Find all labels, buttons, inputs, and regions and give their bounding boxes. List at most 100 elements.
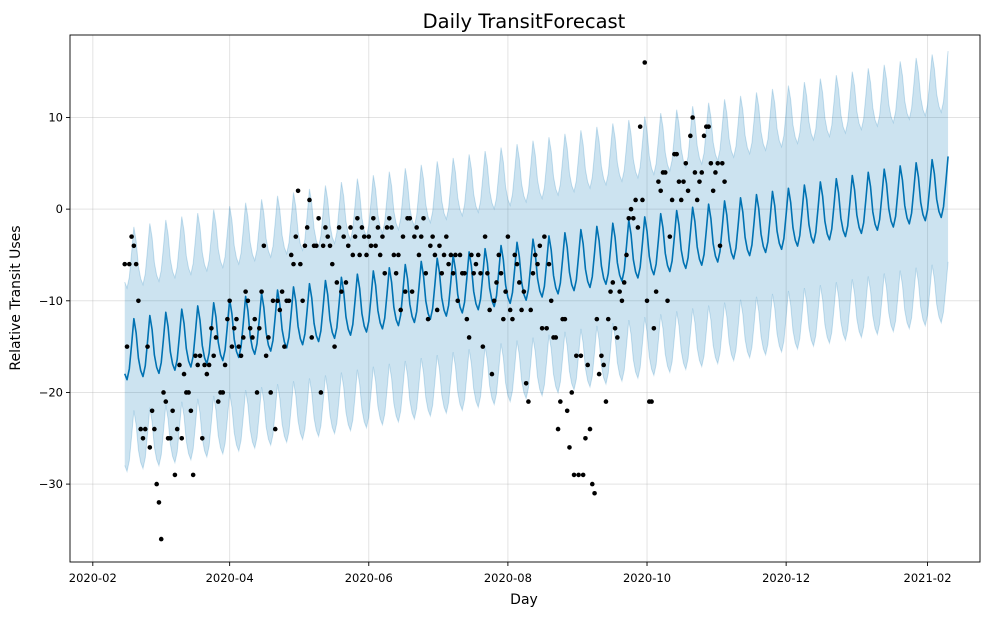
x-tick-label: 2020-10 xyxy=(623,571,671,585)
observed-point xyxy=(259,289,264,294)
observed-point xyxy=(318,390,324,395)
observed-point xyxy=(676,179,682,184)
observed-point xyxy=(250,335,255,340)
observed-point xyxy=(272,426,278,432)
observed-point xyxy=(366,234,372,239)
observed-point xyxy=(295,188,301,194)
observed-point xyxy=(469,252,474,258)
observed-point xyxy=(257,325,262,331)
observed-point xyxy=(519,307,524,313)
observed-point xyxy=(343,280,349,285)
observed-point xyxy=(320,243,326,249)
observed-point xyxy=(722,179,727,184)
observed-point xyxy=(530,271,536,276)
observed-point xyxy=(323,225,328,230)
observed-point xyxy=(644,298,650,304)
observed-point xyxy=(425,316,431,322)
observed-point xyxy=(161,390,166,395)
observed-point xyxy=(434,307,440,313)
observed-point xyxy=(514,261,520,267)
observed-point xyxy=(133,261,139,267)
observed-point xyxy=(480,344,486,349)
observed-point xyxy=(234,316,239,322)
observed-point xyxy=(713,170,718,175)
observed-point xyxy=(147,445,153,450)
observed-point xyxy=(669,197,675,203)
observed-point xyxy=(446,261,451,267)
observed-point xyxy=(266,335,271,340)
observed-point xyxy=(599,353,604,359)
observed-point xyxy=(546,261,552,267)
observed-point xyxy=(181,371,187,377)
observed-point xyxy=(384,225,390,230)
observed-point xyxy=(562,316,568,322)
observed-point xyxy=(195,362,201,368)
observed-point xyxy=(583,435,588,441)
y-axis: 10 0 −10 −20 −30 xyxy=(39,110,70,491)
observed-point xyxy=(361,234,367,239)
observed-point xyxy=(304,225,310,230)
observed-point xyxy=(501,316,506,322)
observed-point xyxy=(571,472,577,478)
observed-point xyxy=(537,243,543,249)
observed-point xyxy=(352,234,358,239)
observed-point xyxy=(685,188,691,194)
observed-point xyxy=(225,316,230,322)
observed-point xyxy=(391,252,397,258)
observed-point xyxy=(656,179,661,184)
observed-point xyxy=(263,353,269,359)
x-tick-label: 2020-02 xyxy=(69,571,117,585)
observed-point xyxy=(521,289,527,294)
observed-point xyxy=(450,271,456,276)
observed-point xyxy=(275,298,280,304)
observed-point xyxy=(334,280,340,285)
observed-point xyxy=(291,261,296,267)
observed-point xyxy=(357,252,362,258)
observed-point xyxy=(439,271,445,276)
observed-point xyxy=(314,243,319,249)
observed-point xyxy=(302,243,308,249)
observed-point xyxy=(548,298,554,304)
observed-point xyxy=(309,335,315,340)
y-tick-label: −10 xyxy=(39,294,63,308)
observed-point xyxy=(245,298,251,304)
observed-point xyxy=(131,243,137,249)
observed-point xyxy=(122,261,128,267)
observed-point xyxy=(327,243,333,249)
observed-point xyxy=(389,225,394,230)
observed-point xyxy=(377,252,383,258)
observed-point xyxy=(341,234,346,239)
observed-point xyxy=(690,115,695,120)
observed-point xyxy=(653,289,659,294)
observed-point xyxy=(127,261,132,267)
observed-point xyxy=(432,252,438,258)
observed-point xyxy=(567,445,572,450)
observed-point xyxy=(717,243,723,249)
observed-point xyxy=(658,188,663,194)
observed-point xyxy=(188,408,194,414)
observed-point xyxy=(149,408,155,414)
observed-point xyxy=(491,298,497,304)
observed-point xyxy=(407,216,413,221)
observed-point xyxy=(640,197,645,203)
observed-point xyxy=(631,216,636,221)
observed-point xyxy=(601,362,606,368)
observed-point xyxy=(300,298,305,304)
observed-point xyxy=(605,316,611,322)
observed-point xyxy=(241,335,246,340)
observed-point xyxy=(261,243,267,249)
observed-point xyxy=(610,280,616,285)
observed-point xyxy=(580,472,586,478)
observed-point xyxy=(329,261,335,267)
observed-point xyxy=(617,289,622,294)
observed-point xyxy=(683,161,689,166)
observed-point xyxy=(510,316,515,322)
observed-point xyxy=(708,161,714,166)
observed-point xyxy=(612,325,618,331)
y-axis-title: Relative Transit Uses xyxy=(8,225,24,370)
observed-point xyxy=(697,179,702,184)
observed-point xyxy=(152,426,157,432)
observed-point xyxy=(528,307,533,313)
observed-point xyxy=(482,234,488,239)
observed-point xyxy=(512,252,518,258)
